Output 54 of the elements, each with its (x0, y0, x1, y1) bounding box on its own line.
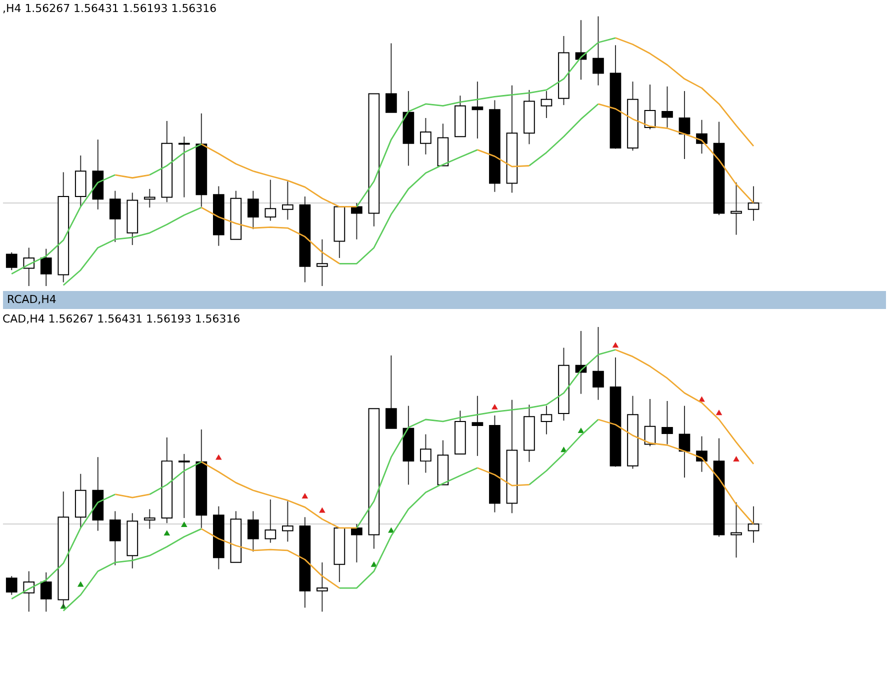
candlestick (40, 248, 52, 287)
candlestick (696, 436, 708, 472)
candlestick (386, 42, 397, 113)
candlestick (472, 81, 484, 139)
candlestick (351, 523, 362, 563)
candlestick (472, 395, 484, 456)
text: RCAD,H4 (6, 293, 56, 306)
candlestick (592, 326, 604, 400)
candlestick (6, 576, 18, 596)
candlestick (420, 434, 432, 474)
point (733, 456, 740, 462)
point (181, 522, 188, 527)
candlestick (316, 238, 328, 287)
candlestick (748, 186, 760, 222)
candlestick (282, 500, 294, 542)
candlestick (748, 506, 760, 544)
candlestick (730, 502, 742, 558)
candlestick (730, 182, 742, 236)
candlestick (662, 400, 673, 445)
point (319, 507, 326, 513)
candlestick (351, 202, 362, 240)
point (492, 404, 498, 410)
candlestick (6, 252, 18, 271)
candlestick (316, 562, 328, 612)
candlestick (264, 179, 276, 222)
candlestick (109, 190, 121, 243)
candlestick (644, 398, 656, 447)
candlestick (386, 354, 397, 429)
candlestick (540, 90, 552, 119)
candlestick (247, 510, 259, 552)
point (216, 454, 222, 460)
point (716, 410, 722, 416)
candlestick (144, 188, 156, 208)
candlestick (592, 16, 604, 86)
candlestick (264, 498, 276, 544)
candlestick (420, 118, 432, 155)
candlestick (540, 405, 552, 435)
chart-title: ,H4 1.56267 1.56431 1.56193 1.56316 (2, 2, 217, 15)
candlestick (40, 572, 52, 612)
candlestick (247, 190, 259, 230)
candlestick (678, 405, 690, 478)
candlestick (144, 508, 156, 530)
point (302, 493, 308, 499)
point (164, 530, 170, 536)
candlestick (109, 510, 121, 566)
candlestick (678, 90, 690, 160)
point (370, 561, 378, 567)
candlestick (662, 86, 673, 128)
chart-title: CAD,H4 1.56267 1.56431 1.56193 1.56316 (2, 312, 240, 326)
point (612, 342, 619, 348)
point (578, 428, 584, 434)
candlestick (282, 180, 294, 220)
candlestick (178, 453, 190, 518)
point (77, 581, 84, 587)
